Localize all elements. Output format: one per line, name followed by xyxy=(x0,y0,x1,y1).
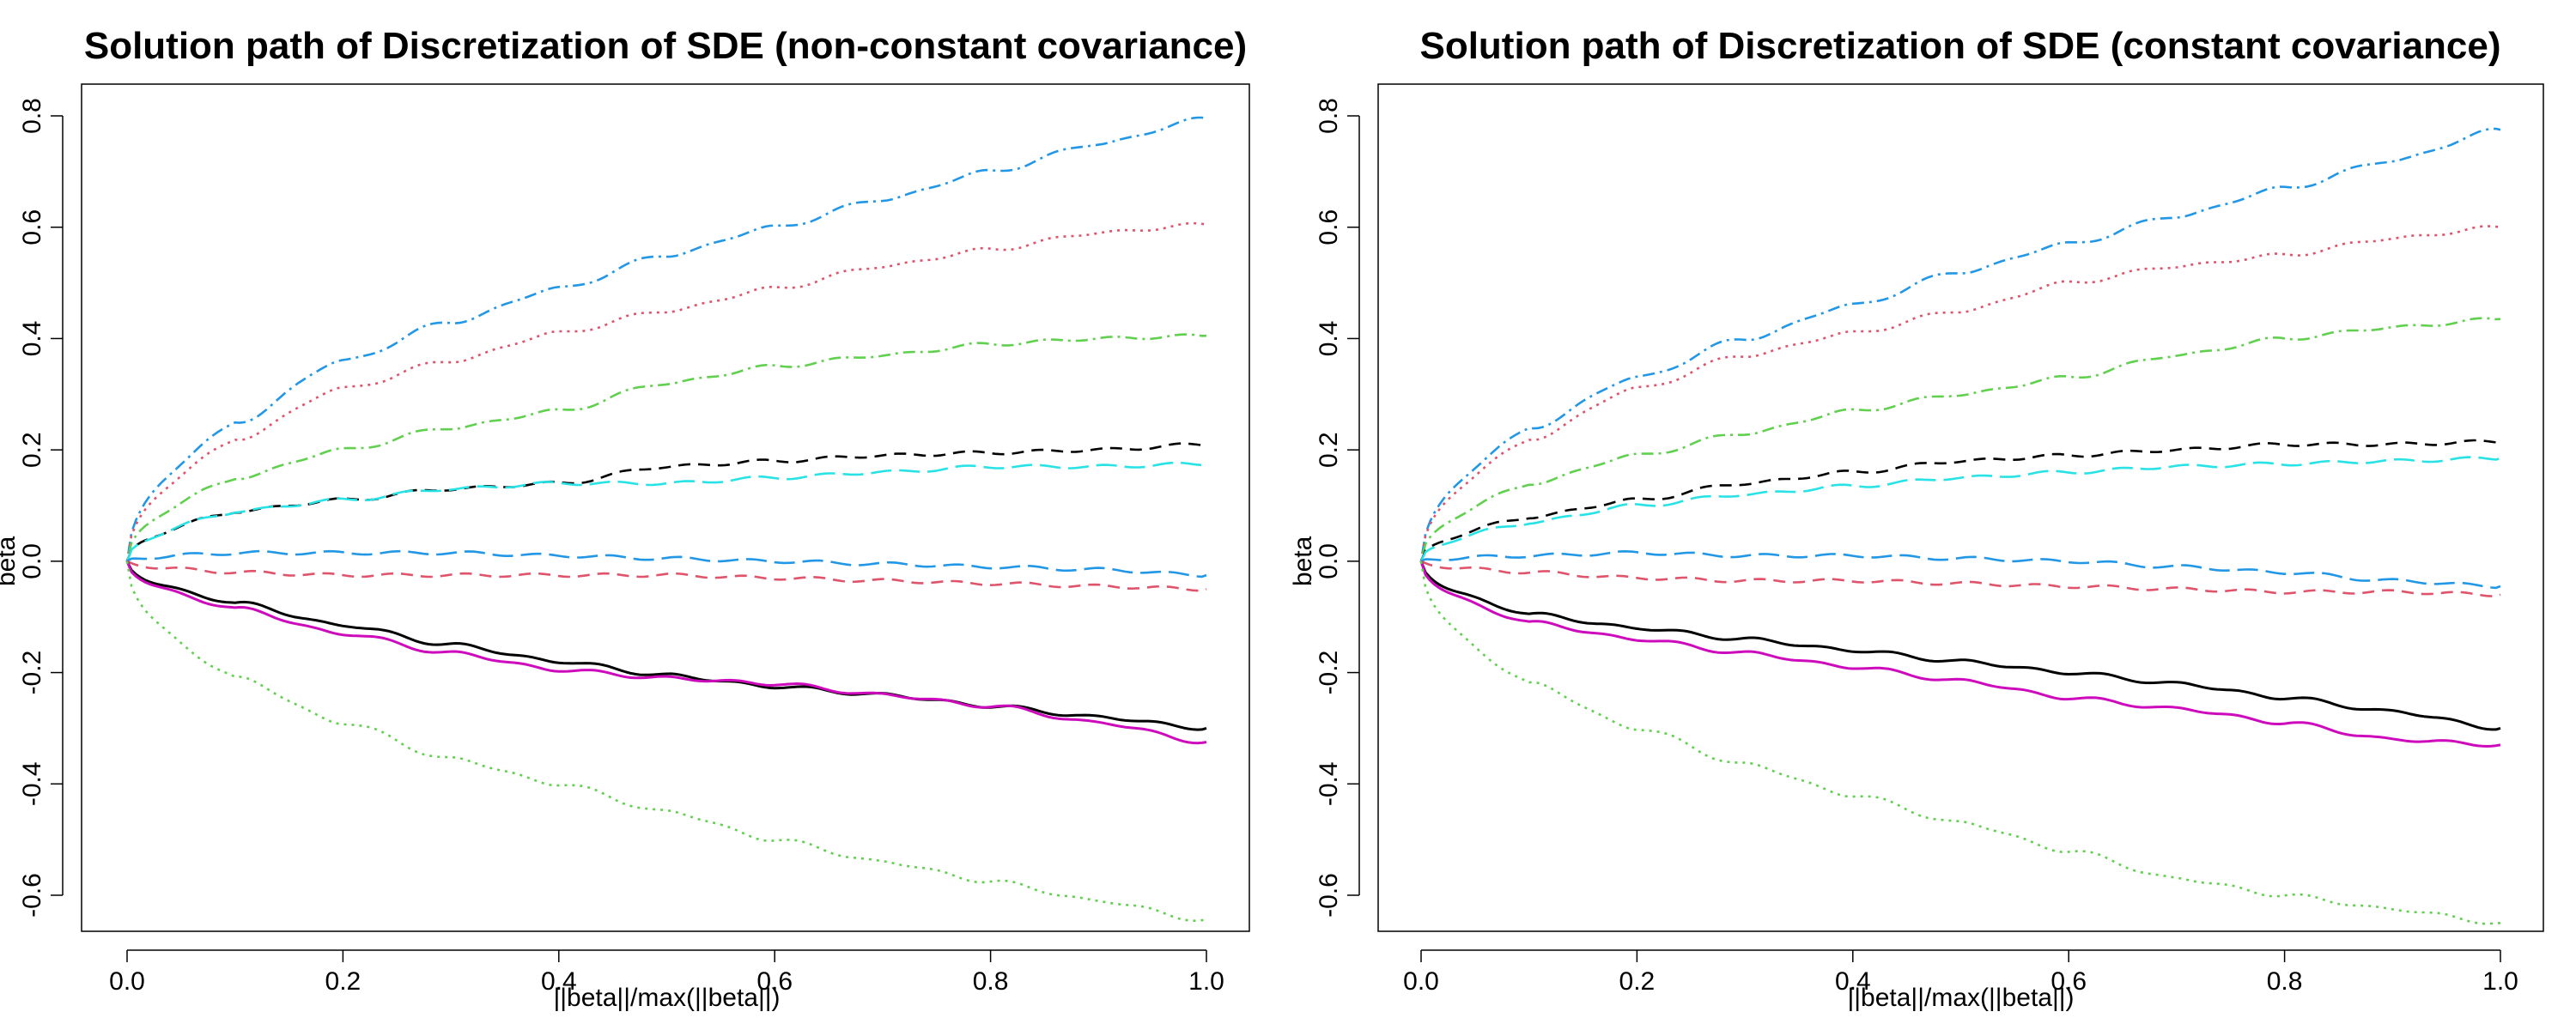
series-line-1 xyxy=(125,116,1207,562)
chart-panel-1: Solution path of Discretization of SDE (… xyxy=(0,25,1250,1012)
series-line-5 xyxy=(125,461,1207,562)
series-line-10 xyxy=(1419,560,2500,925)
series-line-2 xyxy=(125,221,1207,562)
x-axis-label: ||beta||/max(||beta||) xyxy=(1847,984,2074,1012)
y-tick-label: -0.2 xyxy=(1315,651,1343,695)
y-tick-label: 0.2 xyxy=(18,432,46,468)
y-tick-label: -0.6 xyxy=(18,873,46,918)
series-line-6 xyxy=(1420,550,2501,590)
series-line-2 xyxy=(1419,225,2501,562)
plot-frame xyxy=(1377,83,2544,932)
y-axis-label: beta xyxy=(1289,536,1317,586)
series-line-6 xyxy=(126,549,1207,579)
y-tick-label: -0.2 xyxy=(18,651,46,695)
series-line-4 xyxy=(1419,439,2501,562)
y-tick-label: 0.2 xyxy=(1315,432,1343,468)
y-tick-label: -0.4 xyxy=(1315,761,1343,806)
y-tick-label: 0.0 xyxy=(18,543,46,579)
chart-panel-2: Solution path of Discretization of SDE (… xyxy=(1289,25,2544,1012)
x-tick-label: 0.4 xyxy=(1835,967,1871,996)
series-line-7 xyxy=(126,560,1207,592)
x-tick-label: 0.0 xyxy=(1403,967,1439,996)
x-tick-label: 1.0 xyxy=(2482,967,2518,996)
series-line-3 xyxy=(1419,317,2501,562)
series-line-8 xyxy=(1419,560,2501,731)
x-tick-label: 0.2 xyxy=(1619,967,1656,996)
y-tick-label: 0.8 xyxy=(1315,98,1343,134)
series-line-9 xyxy=(125,560,1207,745)
x-axis-label: ||beta||/max(||beta||) xyxy=(553,984,780,1012)
y-tick-label: 0.4 xyxy=(18,321,46,357)
y-tick-label: 0.6 xyxy=(1315,209,1343,245)
series-line-5 xyxy=(1419,456,2501,562)
y-tick-label: 0.4 xyxy=(1315,321,1343,357)
series-line-3 xyxy=(125,333,1207,562)
x-tick-label: 0.8 xyxy=(2267,967,2303,996)
x-tick-label: 0.6 xyxy=(2050,967,2087,996)
series-line-9 xyxy=(1419,560,2501,748)
chart-title: Solution path of Discretization of SDE (… xyxy=(84,25,1247,67)
x-tick-label: 0.0 xyxy=(109,967,145,996)
series-line-1 xyxy=(1419,127,2501,562)
series-line-8 xyxy=(125,560,1207,731)
y-tick-label: 0.6 xyxy=(18,209,46,245)
y-tick-label: -0.4 xyxy=(18,761,46,806)
plot-frame xyxy=(81,83,1250,932)
series-line-7 xyxy=(1420,560,2501,597)
x-tick-label: 0.4 xyxy=(541,967,577,996)
y-axis-label: beta xyxy=(0,536,21,586)
y-tick-label: 0.8 xyxy=(18,98,46,134)
chart-title: Solution path of Discretization of SDE (… xyxy=(1419,25,2500,67)
y-tick-label: -0.6 xyxy=(1315,873,1343,918)
x-tick-label: 0.8 xyxy=(973,967,1009,996)
series-line-4 xyxy=(125,442,1207,562)
x-tick-label: 0.6 xyxy=(756,967,793,996)
x-tick-label: 0.2 xyxy=(325,967,361,996)
y-tick-label: 0.0 xyxy=(1315,543,1343,579)
x-tick-label: 1.0 xyxy=(1188,967,1224,996)
